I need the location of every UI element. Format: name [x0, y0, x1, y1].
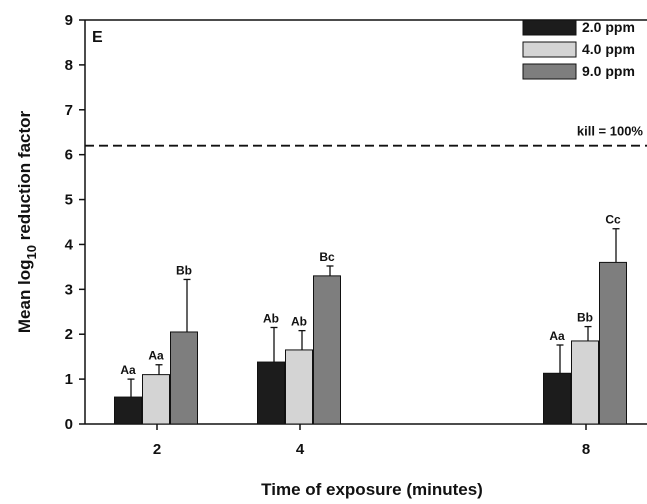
- bar: [313, 275, 341, 425]
- significance-label: Bb: [577, 311, 593, 325]
- reference-line-group: kill = 100%: [85, 124, 647, 147]
- panel-label: E: [92, 29, 103, 46]
- significance-label: Aa: [120, 363, 136, 377]
- x-tick-label: 2: [153, 441, 161, 458]
- y-tick-label: 8: [65, 57, 73, 74]
- significance-label: Aa: [148, 349, 164, 363]
- y-tick-label: 9: [65, 12, 73, 29]
- bar: [170, 331, 198, 425]
- bar: [114, 396, 142, 425]
- significance-label: Bb: [176, 263, 192, 277]
- significance-label: Cc: [605, 213, 621, 227]
- significance-label: Ab: [263, 311, 279, 325]
- significance-label: Aa: [549, 329, 565, 343]
- significance-label: Ab: [291, 315, 307, 329]
- x-tick-label: 8: [582, 441, 590, 458]
- legend-label: 4.0 ppm: [582, 41, 635, 57]
- y-tick-label: 3: [65, 281, 73, 298]
- legend-label: 2.0 ppm: [582, 19, 635, 35]
- bar: [543, 372, 571, 425]
- y-axis-title: Mean log10 reduction factor: [15, 110, 39, 333]
- x-ticks: 2 4 8: [153, 424, 590, 458]
- x-tick-label: 4: [296, 441, 305, 458]
- bar: [285, 349, 313, 425]
- bar: [599, 261, 627, 425]
- y-tick-label: 1: [65, 371, 73, 388]
- y-tick-label: 6: [65, 147, 73, 164]
- legend-swatch: [522, 19, 577, 36]
- y-tick-label: 5: [65, 192, 73, 209]
- legend-swatch: [522, 63, 577, 80]
- legend: 2.0 ppm 4.0 ppm 9.0 ppm: [522, 19, 635, 80]
- legend-swatch: [522, 41, 577, 58]
- x-axis-title: Time of exposure (minutes): [261, 480, 483, 499]
- bar: [142, 374, 170, 425]
- reference-line-label: kill = 100%: [577, 124, 644, 139]
- significance-label: Bc: [319, 250, 335, 264]
- y-tick-label: 2: [65, 326, 73, 343]
- legend-label: 9.0 ppm: [582, 63, 635, 79]
- bar: [571, 340, 599, 425]
- y-ticks: 0 1 2 3 4 5 6 7 8 9: [65, 12, 85, 433]
- y-axis-title-prefix: Mean log: [15, 259, 34, 333]
- y-tick-label: 4: [65, 236, 74, 253]
- bar: [257, 361, 285, 425]
- bars: Aa Ab Aa Aa Ab Bb Bb Bc Cc: [114, 213, 627, 425]
- y-axis-title-subscript: 10: [24, 245, 39, 259]
- y-axis-title-suffix: reduction factor: [15, 110, 34, 245]
- y-tick-label: 0: [65, 416, 73, 433]
- y-tick-label: 7: [65, 102, 73, 119]
